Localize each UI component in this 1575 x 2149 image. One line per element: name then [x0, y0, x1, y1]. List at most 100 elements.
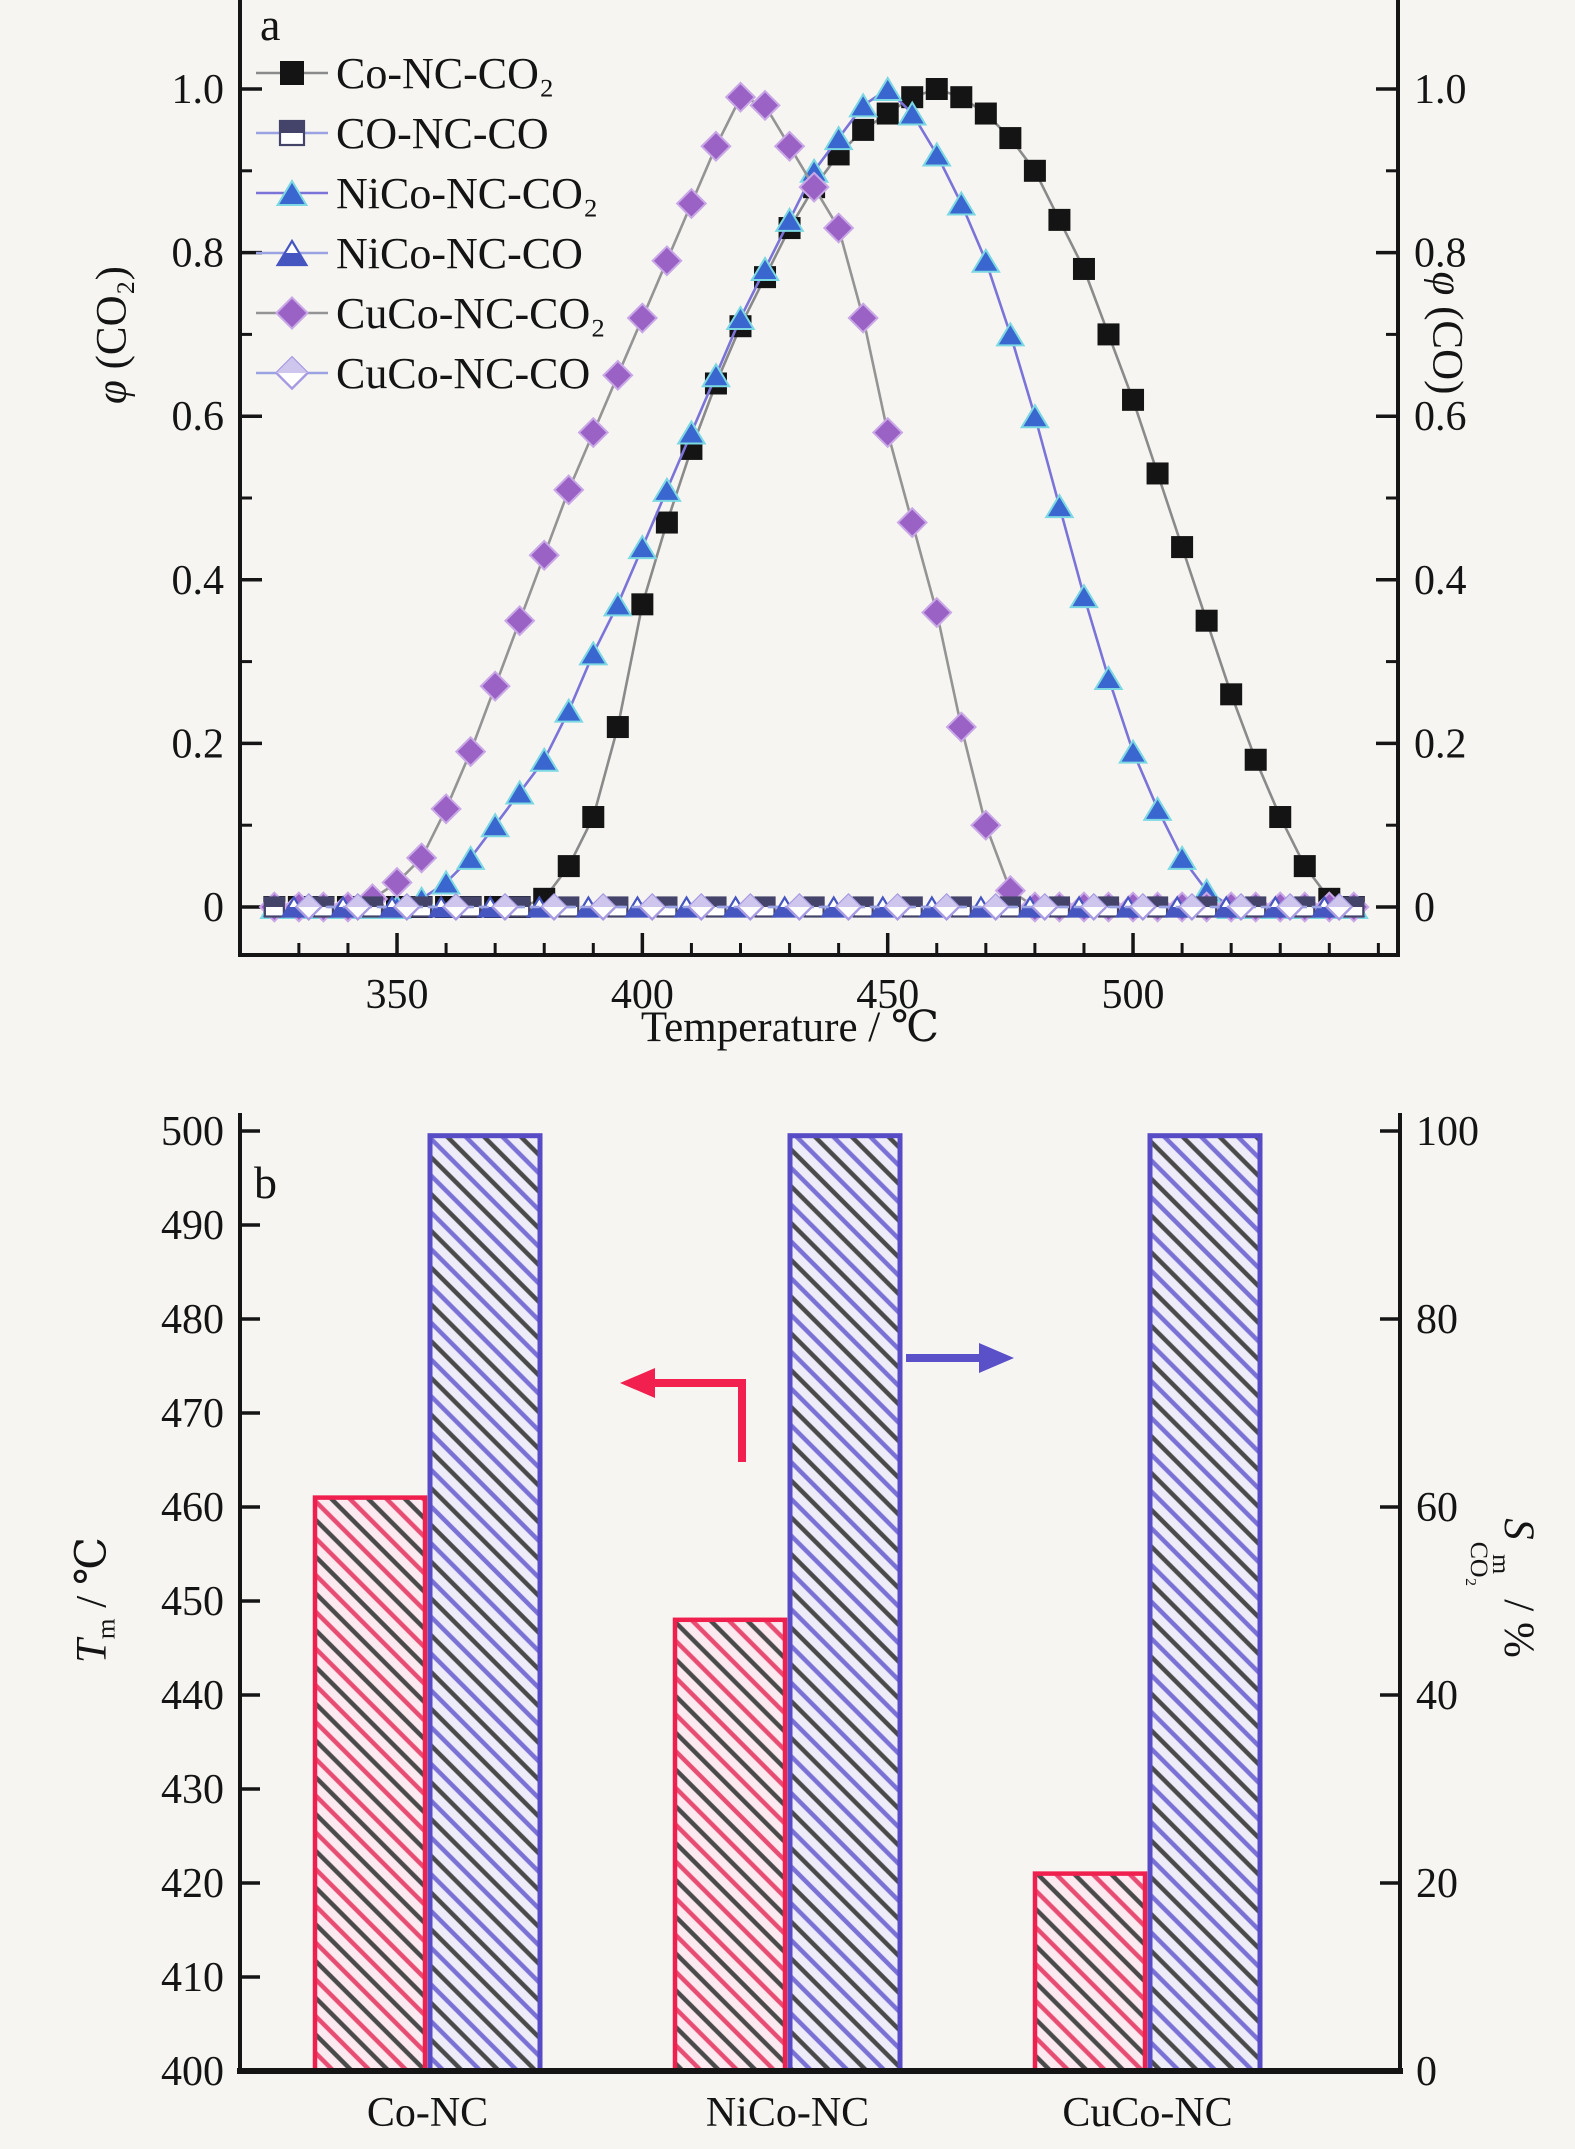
y-tick-label-right: 0.4: [1414, 558, 1467, 604]
series-marker-square: [264, 897, 284, 907]
series-marker-triangle: [431, 869, 462, 895]
series-marker-triangle: [750, 256, 780, 281]
series-marker-square: [559, 897, 579, 907]
panel-a-line-chart: 0 0 0.2 0.2 0.4 0.4 0.6 0.6 0.8 0.8 1.0 1.0 350 400 45…: [172, 0, 1467, 1018]
series-marker-diamond: [479, 670, 511, 702]
y-tick-label-left: 430: [161, 1767, 224, 1813]
series-marker-square: [1072, 257, 1095, 280]
series-marker-triangle: [1044, 493, 1075, 519]
series-marker-square: [876, 102, 899, 125]
y-tick-label-left: 0.4: [172, 558, 225, 604]
series-marker-triangle: [1118, 738, 1149, 764]
y-tick-label-right: 40: [1416, 1673, 1458, 1719]
legend-label: CuCo-NC-CO: [336, 349, 590, 398]
series-marker-square: [582, 806, 605, 829]
y-tick-label-left: 440: [161, 1673, 224, 1719]
series-marker-square: [657, 897, 677, 907]
series-marker-diamond: [541, 894, 567, 907]
series-marker-diamond: [651, 245, 683, 277]
panel-b-ylabel-left-rest: / ℃: [68, 1536, 116, 1619]
y-tick-label-right: 0: [1416, 2049, 1437, 2095]
y-tick-label-left: 500: [161, 1109, 224, 1155]
series-marker-triangle: [277, 253, 307, 265]
legend-item-5: CuCo-NC-CO: [256, 349, 590, 398]
panel-a-label: a: [260, 0, 280, 50]
panel-a-ylabel-right-rest: (CO): [1423, 295, 1471, 395]
y-tick-label-left: 480: [161, 1297, 224, 1343]
series-marker-diamond: [503, 604, 536, 637]
panel-a-axes: 0 0 0.2 0.2 0.4 0.4 0.6 0.6 0.8 0.8 1.0 1.0 350 400 45…: [172, 0, 1467, 1018]
series-marker-triangle: [455, 844, 486, 870]
series-marker-diamond: [787, 894, 812, 907]
series-marker-square: [608, 897, 628, 907]
y-tick-label-right: 20: [1416, 1861, 1458, 1907]
series-marker-diamond: [724, 81, 757, 113]
panel-b-bar-chart: 400 410 420 430 440 450 460 470 480 490 500 0 20 40 60…: [161, 1109, 1479, 2136]
series-marker-triangle: [676, 419, 707, 445]
series-marker-diamond: [773, 130, 806, 162]
series-marker-diamond: [345, 894, 371, 907]
y-tick-label-left: 420: [161, 1861, 224, 1907]
legend-label: CuCo-NC-CO₂: [336, 289, 606, 338]
y-tick-label-left: 1.0: [172, 67, 225, 113]
series-marker-triangle: [700, 362, 731, 388]
series-marker-diamond: [675, 187, 708, 220]
legend-item-2: NiCo-NC-CO₂: [256, 169, 598, 218]
series-marker-square: [755, 897, 775, 907]
x-tick-label: 450: [856, 972, 919, 1018]
series-marker-diamond: [405, 842, 438, 874]
series-marker-square: [362, 897, 382, 907]
panel-a-ylabel-left: φ (CO₂): [88, 266, 137, 404]
x-tick-label: 400: [611, 972, 674, 1018]
series-marker-square: [1220, 683, 1243, 706]
bar-sco2-0: [427, 1133, 543, 2074]
series-marker-diamond: [970, 809, 1002, 841]
s-symbol: S: [1495, 1518, 1543, 1540]
series-marker-diamond: [921, 596, 953, 629]
series-marker-square: [1148, 897, 1168, 907]
series-marker-square: [1000, 897, 1020, 907]
legend-item-4: CuCo-NC-CO₂: [256, 289, 606, 338]
series-marker-triangle: [848, 92, 879, 118]
category-label-2: CuCo-NC: [1062, 2090, 1232, 2136]
series-marker-diamond: [836, 894, 861, 907]
series-marker-diamond: [639, 894, 665, 907]
series-marker-square: [1195, 609, 1218, 632]
series-marker-square: [853, 897, 873, 907]
series-marker-triangle: [774, 206, 805, 232]
series-marker-diamond: [276, 357, 308, 373]
series-marker-square: [925, 78, 948, 100]
series-marker-square: [1246, 897, 1266, 907]
series-marker-square: [557, 855, 580, 878]
tm-symbol: T: [68, 1639, 116, 1664]
series-marker-triangle: [529, 746, 560, 772]
series-marker-diamond: [885, 894, 910, 907]
series-marker-diamond: [454, 735, 487, 768]
series-marker-diamond: [430, 793, 462, 825]
series-marker-square: [1023, 159, 1046, 182]
s-subscript: CO₂: [1465, 1541, 1495, 1587]
bar-tm-2: [1032, 1871, 1148, 2074]
legend-label: CO-NC-CO: [336, 109, 549, 158]
series-marker-square: [1295, 897, 1315, 907]
series-marker-square: [510, 897, 530, 907]
series-marker-triangle: [1093, 665, 1124, 690]
y-tick-label-right: 100: [1416, 1109, 1479, 1155]
y-tick-label-left: 0: [203, 885, 224, 931]
series-marker-diamond: [602, 359, 634, 392]
series-marker-diamond: [1081, 894, 1107, 907]
panel-b-label: b: [254, 1157, 277, 1208]
y-tick-label-left: 460: [161, 1485, 224, 1531]
series-marker-diamond: [296, 894, 322, 907]
series-marker-diamond: [577, 416, 610, 449]
series-marker-diamond: [1130, 894, 1156, 907]
left-axis-arrow: [620, 1368, 746, 1462]
series-marker-triangle: [897, 100, 928, 126]
x-tick-label: 350: [366, 972, 429, 1018]
series-marker-square: [804, 897, 824, 907]
series-marker-square: [1293, 855, 1316, 878]
y-tick-label-left: 490: [161, 1203, 224, 1249]
series-marker-square: [1197, 897, 1217, 907]
series-marker-diamond: [737, 894, 763, 907]
